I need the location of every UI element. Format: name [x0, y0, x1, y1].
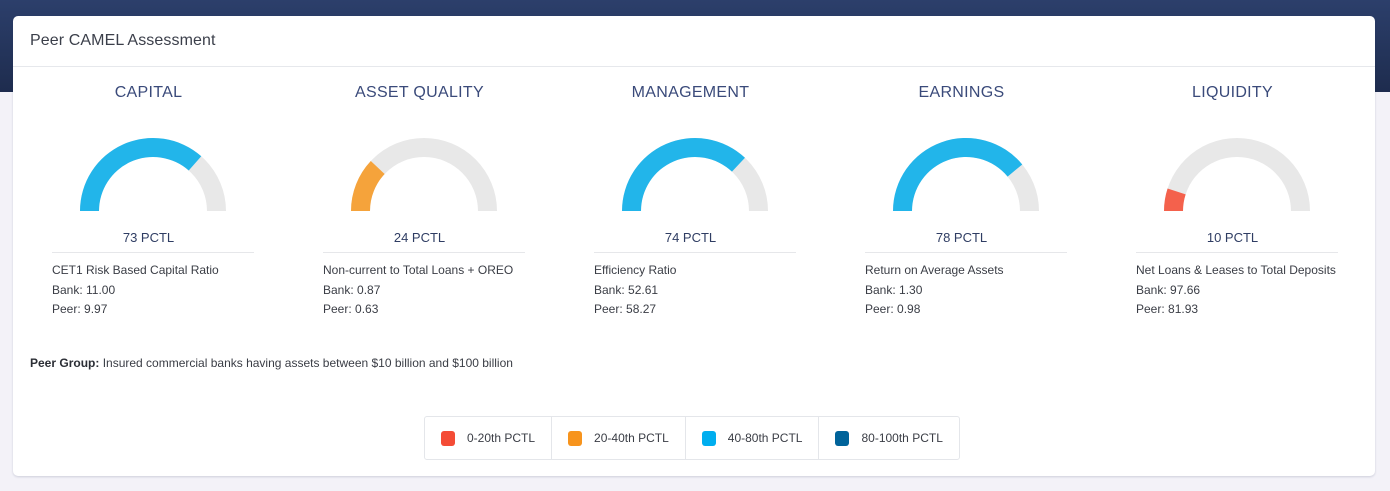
asset-quality-gauge: [351, 138, 497, 211]
gauge-fill: [1164, 188, 1186, 211]
metric-details: Return on Average Assets Bank: 1.30 Peer…: [865, 261, 1075, 320]
bank-value: Bank: 52.61: [594, 282, 659, 297]
bank-value: Bank: 97.66: [1136, 282, 1201, 297]
gauge-track: [351, 138, 497, 211]
gauge-fill: [622, 138, 745, 211]
divider: [865, 252, 1067, 253]
metric-details: Net Loans & Leases to Total Deposits Ban…: [1136, 261, 1346, 320]
legend-label: 0-20th PCTL: [467, 431, 536, 445]
percentile-label: 78 PCTL: [935, 230, 988, 245]
legend-label: 20-40th PCTL: [594, 431, 669, 445]
metric-title: EARNINGS: [918, 84, 1005, 101]
measure-name: Efficiency Ratio: [594, 263, 677, 277]
measure-name: Non-current to Total Loans + OREO: [323, 263, 514, 277]
gauge-fill: [80, 138, 202, 211]
legend-item: 80-100th PCTL: [819, 417, 958, 459]
peer-value: Peer: 0.98: [865, 302, 921, 316]
peer-camel-card: Peer CAMEL Assessment CAPITAL 73 PCTL CE…: [13, 16, 1375, 476]
earnings-gauge: [893, 138, 1039, 211]
divider: [1136, 252, 1338, 253]
percentile-label: 10 PCTL: [1206, 230, 1259, 245]
legend-label: 40-80th PCTL: [727, 431, 803, 445]
peer-group-label: Peer Group:: [30, 356, 100, 370]
legend-item: 40-80th PCTL: [686, 417, 820, 459]
metric-details: Efficiency Ratio Bank: 52.61 Peer: 58.27: [594, 261, 804, 320]
gauge-track: [1164, 138, 1310, 211]
legend-item: 0-20th PCTL: [425, 417, 553, 459]
legend-swatch: [701, 430, 716, 446]
metric-details: Non-current to Total Loans + OREO Bank: …: [323, 261, 533, 320]
metric-title: LIQUIDITY: [1192, 84, 1273, 101]
peer-value: Peer: 58.27: [594, 302, 657, 316]
peer-value: Peer: 9.97: [52, 302, 108, 316]
percentile-legend: 0-20th PCTL 20-40th PCTL 40-80th PCTL 80…: [424, 416, 960, 460]
measure-name: Return on Average Assets: [865, 263, 1004, 277]
card-title: Peer CAMEL Assessment: [30, 32, 216, 49]
divider: [594, 252, 796, 253]
metric-details: CET1 Risk Based Capital Ratio Bank: 11.0…: [52, 261, 262, 320]
card-header: Peer CAMEL Assessment: [13, 16, 1375, 67]
gauge-fill: [351, 161, 385, 211]
metric-title: ASSET QUALITY: [355, 84, 484, 101]
legend-swatch: [441, 430, 455, 446]
liquidity-gauge: [1164, 138, 1310, 211]
bank-value: Bank: 11.00: [52, 282, 116, 297]
percentile-label: 73 PCTL: [122, 230, 175, 245]
management-gauge: [622, 138, 768, 211]
divider: [52, 252, 254, 253]
camel-metrics: CAPITAL 73 PCTL CET1 Risk Based Capital …: [13, 67, 1375, 316]
peer-group-text: Insured commercial banks having assets b…: [99, 356, 513, 370]
divider: [323, 252, 525, 253]
legend-label: 80-100th PCTL: [861, 431, 943, 445]
capital-gauge: [80, 138, 226, 211]
percentile-label: 24 PCTL: [393, 230, 446, 245]
metric-title: MANAGEMENT: [631, 84, 750, 101]
peer-value: Peer: 81.93: [1136, 302, 1199, 316]
legend-swatch: [568, 430, 583, 446]
peer-group-note: Peer Group: Insured commercial banks hav…: [30, 356, 513, 370]
metric-title: CAPITAL: [114, 84, 183, 101]
peer-value: Peer: 0.63: [323, 302, 379, 316]
measure-name: Net Loans & Leases to Total Deposits: [1136, 263, 1336, 277]
legend-item: 20-40th PCTL: [552, 417, 686, 459]
measure-name: CET1 Risk Based Capital Ratio: [52, 263, 219, 277]
percentile-label: 74 PCTL: [664, 230, 717, 245]
bank-value: Bank: 1.30: [865, 282, 923, 297]
gauge-fill: [893, 138, 1023, 211]
legend-swatch: [835, 430, 850, 446]
bank-value: Bank: 0.87: [323, 282, 381, 297]
